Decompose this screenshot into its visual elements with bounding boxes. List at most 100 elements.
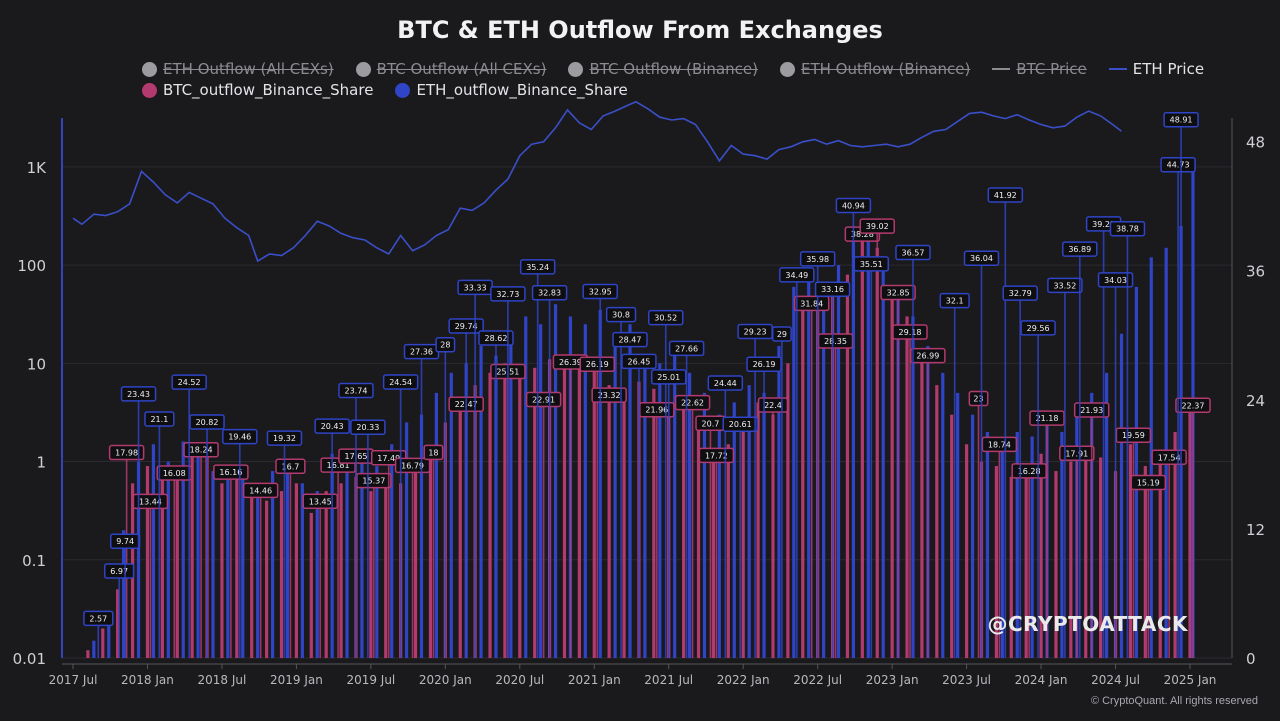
label-text: 29.18 (899, 328, 922, 337)
eth-share-bar (226, 476, 230, 658)
label-box-bg (1059, 445, 1095, 462)
btc-share-bar (845, 274, 850, 658)
label-text: 36.04 (970, 254, 993, 263)
label-text: 21.96 (645, 406, 668, 415)
label-text: 19.32 (273, 434, 296, 443)
btc-share-bar (413, 471, 418, 658)
label-text: 20.33 (356, 423, 379, 432)
label-text: 44.73 (1167, 161, 1190, 170)
label-box-bg (1115, 427, 1152, 443)
eth-share-label: 6.97 (104, 563, 135, 658)
legend-dot-icon (142, 82, 157, 98)
label-text: 26.19 (753, 360, 776, 369)
watermark: @CRYPTOATTACK (987, 612, 1188, 636)
btc-share-bar (726, 444, 730, 658)
btc-share-bar (905, 316, 909, 658)
legend-item-r1-3[interactable]: ETH Outflow (Binance) (779, 60, 971, 78)
x-tick-label: 2024 Jul (1091, 673, 1140, 687)
label-box-bg (771, 326, 792, 342)
label-text: 20.82 (196, 418, 219, 427)
label-text: 21.93 (1080, 406, 1103, 415)
label-text: 17.98 (115, 449, 138, 458)
btc-share-bar (86, 650, 90, 658)
label-box-bg (314, 418, 350, 434)
btc-share-bar (890, 286, 894, 658)
btc-share-bar (965, 444, 969, 658)
label-box-bg (859, 218, 895, 234)
btc-share-bar (1158, 461, 1162, 658)
label-box-bg (892, 324, 928, 340)
label-text: 48.91 (1170, 116, 1193, 125)
eth-share-label: 23.43 (120, 386, 157, 658)
label-text: 26.99 (916, 352, 939, 361)
eth-share-bar (1015, 431, 1019, 658)
label-text: 17.91 (1065, 449, 1088, 458)
label-box-bg (648, 309, 684, 326)
x-tick-label: 2017 Jul (49, 673, 98, 687)
eth-share-label: 19.46 (222, 428, 258, 658)
label-text: 18.24 (190, 446, 213, 455)
eth-share-label: 20.33 (350, 419, 386, 658)
label-text: 32.95 (589, 287, 612, 296)
legend-item-r1-1[interactable]: BTC Outflow (All CEXs) (355, 60, 546, 78)
label-text: 29 (777, 330, 787, 339)
label-box-bg (963, 250, 1000, 266)
label-box-bg (668, 340, 705, 357)
btc-share-label: 16.08 (156, 465, 193, 658)
x-tick-label: 2020 Jul (495, 673, 544, 687)
legend-item-r1-2[interactable]: BTC Outflow (Binance) (568, 60, 758, 78)
btc-share-bar (801, 304, 805, 658)
eth-share-label: 20.82 (189, 414, 225, 658)
eth-share-label: 32.95 (582, 283, 618, 658)
eth-share-label: 33.33 (457, 279, 493, 658)
eth-share-label: 29.56 (1020, 320, 1056, 658)
eth-share-bar (434, 392, 438, 658)
legend-item-r2-1[interactable]: ETH_outflow_Binance_Share (395, 81, 628, 99)
label-box-bg (880, 284, 916, 301)
btc-share-bar (1084, 450, 1088, 658)
eth-share-bar (315, 491, 319, 658)
legend-item-r2-0[interactable]: BTC_outflow_Binance_Share (142, 81, 373, 99)
label-text: 17.54 (1158, 453, 1181, 462)
eth-share-label: 32.79 (1002, 285, 1038, 658)
label-box-bg (722, 416, 758, 432)
eth-share-label: 28.62 (478, 330, 514, 658)
legend-item-r1-5[interactable]: ETH Price (1108, 60, 1204, 78)
legend-label: BTC_outflow_Binance_Share (163, 81, 374, 99)
legend-item-r1-4[interactable]: BTC Price (992, 60, 1087, 78)
btc-share-label: 32.85 (880, 284, 916, 658)
label-text: 36.57 (902, 249, 925, 258)
eth-share-bar (822, 286, 826, 658)
eth-share-bar (553, 304, 558, 658)
btc-share-bar (741, 431, 745, 658)
btc-share-bar (577, 355, 581, 658)
y-left-tick-label: 0.01 (13, 650, 46, 668)
btc-share-bar (1188, 408, 1192, 658)
btc-share-bar (265, 500, 269, 658)
btc-share-label: 31.84 (793, 295, 830, 658)
label-text: 28.62 (485, 334, 508, 343)
label-box-bg (1109, 220, 1146, 237)
x-tick-label: 2023 Jul (942, 673, 991, 687)
legend-item-r1-0[interactable]: ETH Outflow (All CEXs) (142, 60, 334, 78)
eth-share-bar (583, 324, 587, 658)
legend-label: ETH Outflow (All CEXs) (163, 60, 334, 78)
btc-share-bar (682, 408, 686, 658)
label-text: 33.33 (464, 283, 487, 292)
label-box-bg (435, 336, 456, 353)
label-text: 15.37 (362, 477, 385, 486)
label-box-bg (525, 391, 562, 408)
label-text: 18.74 (988, 440, 1011, 449)
x-tick-label: 2018 Jul (198, 673, 247, 687)
eth-share-bar (866, 235, 870, 658)
label-text: 38.78 (1116, 225, 1139, 234)
btc-share-label: 14.46 (242, 482, 279, 658)
btc-share-bar (696, 422, 701, 658)
label-text: 24.54 (389, 378, 412, 387)
label-text: 32.85 (887, 289, 910, 298)
legend-label: ETH Outflow (Binance) (800, 60, 971, 78)
eth-share-bar (732, 402, 736, 658)
eth-share-bar (345, 450, 349, 658)
eth-share-label: 24.54 (382, 374, 419, 658)
btc-share-label: 20.7 (695, 415, 726, 658)
